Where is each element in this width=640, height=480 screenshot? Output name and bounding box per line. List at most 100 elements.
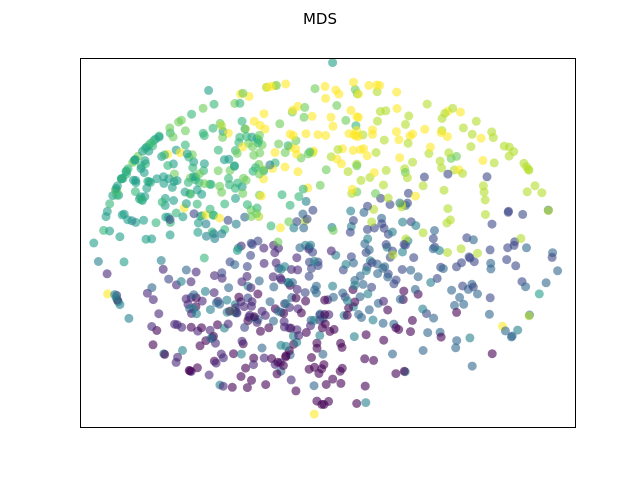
scatter-point	[341, 259, 351, 269]
scatter-point	[364, 80, 374, 90]
scatter-point	[358, 279, 368, 289]
scatter-point	[180, 140, 190, 150]
scatter-point	[369, 168, 379, 178]
scatter-point	[369, 355, 379, 365]
scatter-point	[232, 148, 242, 158]
scatter-point	[379, 135, 389, 145]
scatter-point	[213, 166, 223, 176]
scatter-point	[367, 258, 377, 268]
scatter-point	[210, 271, 219, 281]
scatter-point	[438, 264, 448, 274]
scatter-point	[419, 172, 429, 182]
scatter-point	[392, 104, 402, 113]
scatter-point	[208, 123, 218, 133]
scatter-point	[448, 103, 458, 113]
scatter-point	[336, 378, 346, 388]
scatter-point	[407, 315, 417, 325]
scatter-point	[503, 207, 513, 217]
scatter-point	[302, 214, 312, 224]
scatter-point	[543, 206, 553, 216]
scatter-point	[192, 363, 202, 373]
scatter-point	[281, 299, 291, 308]
scatter-point	[428, 234, 438, 244]
scatter-point	[213, 320, 222, 330]
scatter-point	[192, 309, 201, 319]
scatter-point	[355, 145, 365, 155]
scatter-point	[254, 276, 264, 286]
scatter-point	[332, 101, 342, 110]
scatter-point	[307, 111, 317, 121]
scatter-point	[204, 370, 214, 380]
scatter-point	[272, 369, 282, 379]
scatter-point	[253, 236, 263, 246]
scatter-point	[367, 282, 377, 292]
scatter-point	[200, 286, 210, 296]
scatter-point	[343, 167, 353, 177]
scatter-point	[362, 151, 372, 161]
scatter-point	[284, 323, 294, 333]
scatter-point	[180, 126, 190, 136]
scatter-point	[392, 87, 402, 97]
scatter-point	[395, 198, 405, 208]
scatter-point	[247, 375, 256, 385]
scatter-point	[313, 130, 323, 140]
scatter-point	[418, 181, 428, 191]
scatter-point	[518, 209, 528, 219]
scatter-point	[450, 300, 459, 310]
scatter-point	[430, 226, 439, 235]
scatter-point	[292, 284, 302, 294]
scatter-point	[418, 346, 428, 355]
scatter-point	[300, 288, 310, 298]
scatter-point	[406, 265, 416, 275]
scatter-point	[241, 363, 251, 373]
scatter-point	[230, 260, 240, 270]
scatter-point	[437, 163, 447, 173]
scatter-point	[261, 380, 271, 390]
scatter-point	[345, 227, 355, 237]
scatter-point	[89, 238, 99, 248]
scatter-point	[137, 195, 146, 205]
scatter-point	[260, 310, 270, 320]
scatter-point	[443, 169, 453, 179]
scatter-point	[488, 133, 498, 143]
scatter-point	[204, 85, 214, 95]
scatter-point	[240, 212, 250, 222]
scatter-point	[249, 353, 259, 363]
scatter-point	[223, 215, 233, 225]
scatter-point	[353, 89, 363, 99]
scatter-point	[175, 148, 185, 158]
scatter-point	[317, 323, 327, 333]
scatter-point	[154, 309, 164, 319]
scatter-point	[122, 166, 132, 176]
scatter-point	[181, 265, 191, 275]
scatter-point	[353, 132, 363, 142]
scatter-point	[249, 312, 259, 322]
scatter-point	[406, 327, 415, 337]
scatter-point	[425, 142, 435, 152]
scatter-point	[381, 240, 391, 249]
scatter-point	[399, 286, 409, 296]
scatter-point	[239, 302, 249, 312]
scatter-point	[485, 245, 495, 255]
scatter-point	[349, 258, 358, 268]
scatter-point	[191, 267, 201, 277]
scatter-point	[199, 159, 209, 169]
scatter-point	[157, 197, 167, 207]
scatter-point	[391, 369, 401, 379]
scatter-point	[119, 257, 129, 267]
scatter-point	[172, 176, 182, 186]
scatter-point	[217, 268, 227, 278]
scatter-point	[403, 138, 413, 148]
scatter-point	[485, 293, 495, 303]
scatter-point	[259, 243, 269, 253]
scatter-point	[293, 167, 303, 177]
scatter-point	[197, 189, 207, 199]
scatter-point	[304, 271, 314, 281]
scatter-point	[159, 172, 168, 182]
scatter-point	[298, 184, 308, 194]
scatter-point	[408, 157, 418, 167]
scatter-point	[147, 283, 157, 293]
scatter-point	[354, 309, 364, 319]
scatter-point	[195, 169, 204, 179]
scatter-point	[238, 188, 248, 198]
